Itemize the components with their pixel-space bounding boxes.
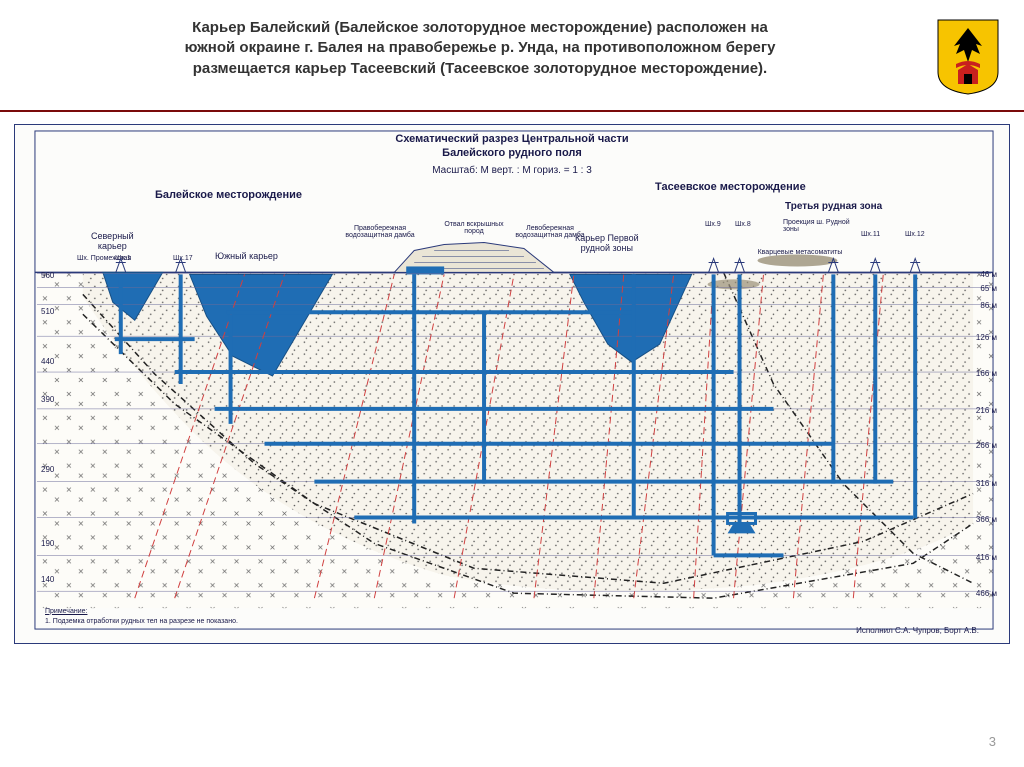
left-axis-tick: 560 xyxy=(41,271,54,280)
region-emblem-icon xyxy=(936,18,1000,96)
left-axis-tick: 510 xyxy=(41,307,54,316)
left-axis-tick: 440 xyxy=(41,357,54,366)
header-divider xyxy=(0,110,1024,112)
page-title: Карьер Балейский (Балейское золоторудное… xyxy=(24,18,936,79)
right-axis-tick: 366 м xyxy=(976,515,997,524)
right-axis-tick: 216 м xyxy=(976,406,997,415)
right-axis-tick: 86 м xyxy=(980,301,997,310)
right-axis-tick: 126 м xyxy=(976,333,997,342)
cross-section-diagram: Схематический разрез Центральной части Б… xyxy=(14,124,1010,644)
title-line3: размещается карьер Тасеевский (Тасеевско… xyxy=(193,60,767,77)
executor: Исполнил С.А. Чупров, Борт А.В. xyxy=(856,626,979,635)
left-axis-tick: 140 xyxy=(41,575,54,584)
right-axis-tick: 466 м xyxy=(976,589,997,598)
left-axis-tick: 390 xyxy=(41,395,54,404)
right-axis-tick: 416 м xyxy=(976,553,997,562)
right-axis-tick: 46 м xyxy=(980,270,997,279)
right-axis-tick: 166 м xyxy=(976,369,997,378)
page-number: 3 xyxy=(989,734,996,749)
left-axis-tick: 190 xyxy=(41,539,54,548)
title-line1: Карьер Балейский (Балейское золоторудное… xyxy=(192,19,768,36)
title-line2: южной окраине г. Балея на правобережье р… xyxy=(185,39,776,56)
right-axis-tick: 266 м xyxy=(976,441,997,450)
note-title: Примечание: xyxy=(45,608,87,615)
right-axis-tick: 316 м xyxy=(976,479,997,488)
note-text: 1. Подземка отработки рудных тел на разр… xyxy=(45,618,238,625)
left-axis-tick: 290 xyxy=(41,465,54,474)
right-axis-tick: 65 м xyxy=(980,284,997,293)
geology-svg xyxy=(15,125,1009,643)
